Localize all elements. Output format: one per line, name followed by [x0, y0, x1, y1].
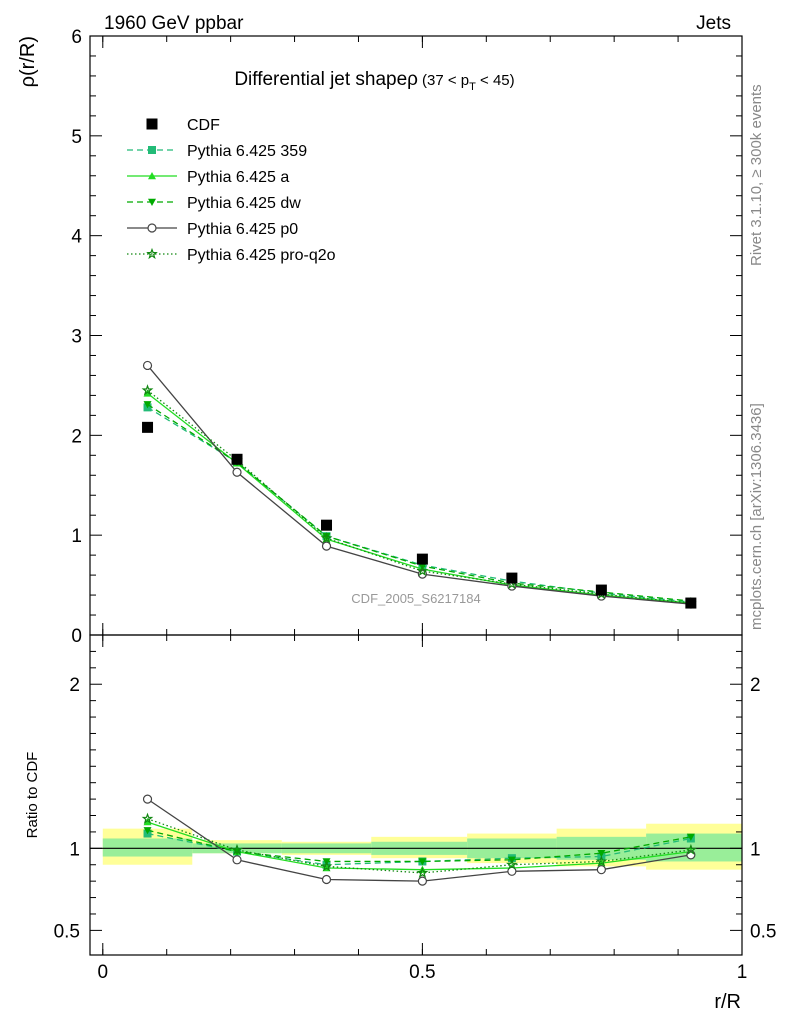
legend-label: Pythia 6.425 dw — [187, 195, 301, 212]
ratio-point-pythia-6-425-p0 — [507, 866, 517, 876]
ratio-point-pythia-6-425-dw — [418, 858, 427, 866]
y-tick-label: 2 — [71, 426, 82, 447]
series-point-pythia-6-425-pro-q2o — [416, 564, 429, 577]
series-point-pythia-6-425-p0 — [321, 541, 332, 551]
data-point-cdf — [595, 584, 607, 596]
series-point-pythia-6-425-p0 — [232, 467, 242, 477]
legend-label: Pythia 6.425 a — [187, 169, 289, 186]
main-panel-series — [141, 360, 697, 609]
ratio-point-pythia-6-425-p0 — [321, 874, 332, 885]
ratio-tick-label: 2 — [69, 675, 80, 696]
data-point-cdf — [685, 597, 697, 609]
legend-marker — [146, 247, 158, 260]
ratio-point-pythia-6-425-pro-q2o — [416, 866, 429, 878]
ratio-point-pythia-6-425-p0 — [142, 794, 153, 804]
data-point-cdf — [416, 553, 428, 565]
data-point-cdf — [142, 421, 154, 433]
ratio-panel-frame — [89, 634, 743, 956]
ratio-point-pythia-6-425-dw — [686, 833, 695, 841]
ratio-tick-label: 2 — [750, 675, 761, 696]
y-tick-label: 1 — [71, 526, 82, 547]
series-point-pythia-6-425-pro-q2o — [141, 384, 154, 396]
chart-title: Differential jet shapeρ — [234, 69, 418, 90]
mcplots-label: mcplots.cern.ch [arXiv:1306.3436] — [748, 403, 765, 630]
ratio-point-pythia-6-425-pro-q2o — [141, 812, 154, 824]
y-tick-label: 6 — [71, 27, 82, 48]
series-point-pythia-6-425-p0 — [142, 360, 153, 371]
series-point-pythia-6-425-pro-q2o — [320, 532, 333, 544]
data-point-cdf — [231, 453, 243, 465]
y-tick-label: 5 — [71, 127, 82, 148]
series-point-pythia-6-425-dw — [322, 532, 331, 541]
ratio-point-pythia-6-425-pro-q2o — [320, 860, 333, 872]
category-label: Jets — [696, 13, 731, 34]
ratio-line-pythia-6-425-pro-q2o — [147, 818, 691, 874]
legend-marker — [147, 223, 157, 233]
ratio-point-pythia-6-425-pro-q2o — [684, 843, 697, 855]
ratio-point-pythia-6-425-pro-q2o — [231, 843, 243, 855]
data-point-cdf — [506, 572, 518, 584]
legend-marker — [148, 198, 156, 206]
legend-label: Pythia 6.425 p0 — [187, 221, 298, 238]
chart-title-suffix: (37 < pT < 45) — [422, 72, 515, 93]
x-axis-label: r/R — [714, 991, 741, 1013]
series-point-pythia-6-425-a — [143, 389, 152, 397]
rivet-label: Rivet 3.1.10, ≥ 300k events — [748, 84, 765, 266]
y-tick-label: 3 — [71, 327, 82, 348]
ratio-point-pythia-6-425-dw — [597, 850, 606, 858]
ratio-panel-series — [141, 794, 697, 886]
ratio-tick-label: 1 — [750, 839, 761, 860]
y-axis-label: ρ(r/R) — [17, 36, 39, 87]
x-tick-label: 0.5 — [409, 962, 435, 983]
legend-marker — [148, 146, 156, 154]
ratio-point-pythia-6-425-dw — [143, 827, 152, 835]
data-point-cdf — [321, 519, 333, 531]
ratio-point-pythia-6-425-pro-q2o — [595, 855, 608, 867]
analysis-label: CDF_2005_S6217184 — [351, 591, 480, 606]
ratio-tick-label: 1 — [69, 839, 80, 860]
legend-label: CDF — [187, 117, 220, 134]
y-tick-label: 4 — [71, 227, 82, 248]
ratio-point-pythia-6-425-p0 — [417, 876, 427, 886]
legend: CDF Pythia 6.425 359 Pythia 6.425 a Pythia … — [127, 117, 336, 264]
energy-label: 1960 GeV ppbar — [104, 13, 244, 34]
series-point-pythia-6-425-dw — [143, 401, 152, 409]
legend-marker — [146, 118, 158, 130]
y-tick-label: 0 — [71, 626, 82, 647]
ratio-tick-label: 0.5 — [54, 921, 80, 942]
x-tick-label: 0 — [97, 962, 108, 983]
ratio-point-pythia-6-425-a — [143, 818, 152, 826]
ratio-axis-label: Ratio to CDF — [24, 752, 41, 839]
ratio-tick-label: 0.5 — [750, 921, 776, 942]
ratio-point-pythia-6-425-pro-q2o — [505, 858, 518, 870]
legend-label: Pythia 6.425 359 — [187, 143, 307, 160]
x-tick-label: 1 — [737, 962, 748, 983]
ratio-point-pythia-6-425-p0 — [232, 855, 242, 865]
ratio-point-pythia-6-425-p0 — [596, 865, 606, 875]
legend-label: Pythia 6.425 pro-q2o — [187, 247, 336, 264]
ratio-band-inner — [102, 838, 193, 857]
legend-marker — [148, 172, 156, 180]
